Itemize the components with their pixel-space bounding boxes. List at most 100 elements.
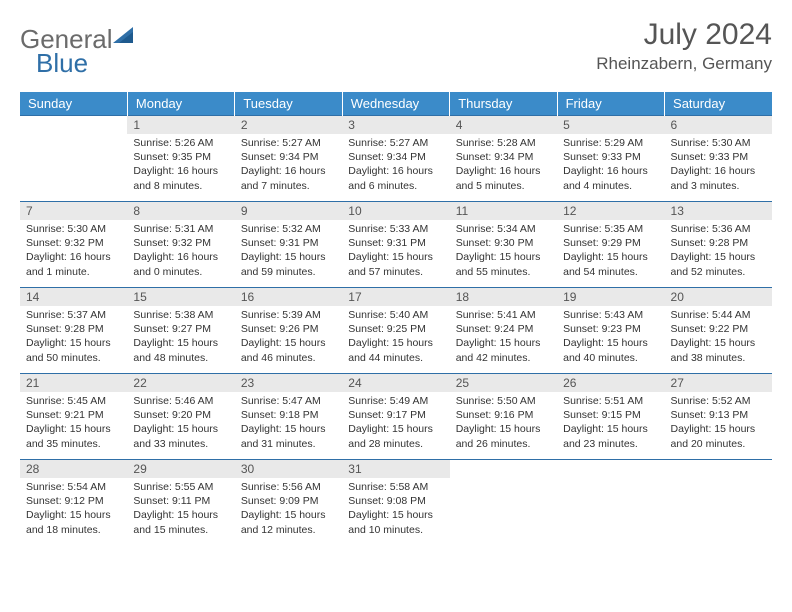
day-number: 5 xyxy=(557,116,664,134)
day-cell: 19Sunrise: 5:43 AMSunset: 9:23 PMDayligh… xyxy=(557,288,664,374)
day-number: 30 xyxy=(235,460,342,478)
day-cell: 26Sunrise: 5:51 AMSunset: 9:15 PMDayligh… xyxy=(557,374,664,460)
day-cell xyxy=(20,116,127,202)
dayname-monday: Monday xyxy=(127,92,234,116)
day-number: 20 xyxy=(665,288,772,306)
day-cell: 27Sunrise: 5:52 AMSunset: 9:13 PMDayligh… xyxy=(665,374,772,460)
day-cell: 11Sunrise: 5:34 AMSunset: 9:30 PMDayligh… xyxy=(450,202,557,288)
day-cell: 14Sunrise: 5:37 AMSunset: 9:28 PMDayligh… xyxy=(20,288,127,374)
day-details: Sunrise: 5:34 AMSunset: 9:30 PMDaylight:… xyxy=(450,220,557,283)
day-details: Sunrise: 5:51 AMSunset: 9:15 PMDaylight:… xyxy=(557,392,664,455)
day-cell xyxy=(665,460,772,546)
day-cell: 21Sunrise: 5:45 AMSunset: 9:21 PMDayligh… xyxy=(20,374,127,460)
week-row: 28Sunrise: 5:54 AMSunset: 9:12 PMDayligh… xyxy=(20,460,772,546)
day-details: Sunrise: 5:37 AMSunset: 9:28 PMDaylight:… xyxy=(20,306,127,369)
day-number: 24 xyxy=(342,374,449,392)
day-cell: 2Sunrise: 5:27 AMSunset: 9:34 PMDaylight… xyxy=(235,116,342,202)
day-cell: 4Sunrise: 5:28 AMSunset: 9:34 PMDaylight… xyxy=(450,116,557,202)
week-row: 14Sunrise: 5:37 AMSunset: 9:28 PMDayligh… xyxy=(20,288,772,374)
day-number: 9 xyxy=(235,202,342,220)
day-cell: 7Sunrise: 5:30 AMSunset: 9:32 PMDaylight… xyxy=(20,202,127,288)
calendar-body: 1Sunrise: 5:26 AMSunset: 9:35 PMDaylight… xyxy=(20,116,772,546)
day-cell: 18Sunrise: 5:41 AMSunset: 9:24 PMDayligh… xyxy=(450,288,557,374)
day-cell: 5Sunrise: 5:29 AMSunset: 9:33 PMDaylight… xyxy=(557,116,664,202)
day-cell: 1Sunrise: 5:26 AMSunset: 9:35 PMDaylight… xyxy=(127,116,234,202)
day-number: 7 xyxy=(20,202,127,220)
header: General July 2024 Rheinzabern, Germany xyxy=(20,18,772,74)
day-number: 16 xyxy=(235,288,342,306)
day-number: 3 xyxy=(342,116,449,134)
day-details: Sunrise: 5:33 AMSunset: 9:31 PMDaylight:… xyxy=(342,220,449,283)
day-number: 28 xyxy=(20,460,127,478)
location: Rheinzabern, Germany xyxy=(596,54,772,74)
title-block: July 2024 Rheinzabern, Germany xyxy=(596,18,772,74)
day-cell: 6Sunrise: 5:30 AMSunset: 9:33 PMDaylight… xyxy=(665,116,772,202)
day-details: Sunrise: 5:41 AMSunset: 9:24 PMDaylight:… xyxy=(450,306,557,369)
day-number: 17 xyxy=(342,288,449,306)
dayname-friday: Friday xyxy=(557,92,664,116)
day-details: Sunrise: 5:43 AMSunset: 9:23 PMDaylight:… xyxy=(557,306,664,369)
day-number: 23 xyxy=(235,374,342,392)
day-details: Sunrise: 5:38 AMSunset: 9:27 PMDaylight:… xyxy=(127,306,234,369)
day-cell: 15Sunrise: 5:38 AMSunset: 9:27 PMDayligh… xyxy=(127,288,234,374)
calendar-header-row: SundayMondayTuesdayWednesdayThursdayFrid… xyxy=(20,92,772,116)
day-number: 27 xyxy=(665,374,772,392)
day-number: 18 xyxy=(450,288,557,306)
dayname-sunday: Sunday xyxy=(20,92,127,116)
day-number: 8 xyxy=(127,202,234,220)
day-number: 10 xyxy=(342,202,449,220)
day-details: Sunrise: 5:55 AMSunset: 9:11 PMDaylight:… xyxy=(127,478,234,541)
day-cell: 23Sunrise: 5:47 AMSunset: 9:18 PMDayligh… xyxy=(235,374,342,460)
day-number: 31 xyxy=(342,460,449,478)
logo-text-blue: Blue xyxy=(36,48,88,78)
day-details: Sunrise: 5:32 AMSunset: 9:31 PMDaylight:… xyxy=(235,220,342,283)
day-number: 21 xyxy=(20,374,127,392)
day-details: Sunrise: 5:46 AMSunset: 9:20 PMDaylight:… xyxy=(127,392,234,455)
day-cell: 12Sunrise: 5:35 AMSunset: 9:29 PMDayligh… xyxy=(557,202,664,288)
day-details: Sunrise: 5:49 AMSunset: 9:17 PMDaylight:… xyxy=(342,392,449,455)
day-number: 2 xyxy=(235,116,342,134)
day-cell xyxy=(557,460,664,546)
day-details: Sunrise: 5:36 AMSunset: 9:28 PMDaylight:… xyxy=(665,220,772,283)
day-cell xyxy=(450,460,557,546)
day-number: 6 xyxy=(665,116,772,134)
logo-triangle-icon xyxy=(113,25,139,50)
day-details: Sunrise: 5:54 AMSunset: 9:12 PMDaylight:… xyxy=(20,478,127,541)
day-number: 26 xyxy=(557,374,664,392)
day-cell: 24Sunrise: 5:49 AMSunset: 9:17 PMDayligh… xyxy=(342,374,449,460)
day-details: Sunrise: 5:28 AMSunset: 9:34 PMDaylight:… xyxy=(450,134,557,197)
dayname-thursday: Thursday xyxy=(450,92,557,116)
day-details: Sunrise: 5:45 AMSunset: 9:21 PMDaylight:… xyxy=(20,392,127,455)
day-number: 4 xyxy=(450,116,557,134)
day-details: Sunrise: 5:40 AMSunset: 9:25 PMDaylight:… xyxy=(342,306,449,369)
day-details: Sunrise: 5:56 AMSunset: 9:09 PMDaylight:… xyxy=(235,478,342,541)
day-details: Sunrise: 5:44 AMSunset: 9:22 PMDaylight:… xyxy=(665,306,772,369)
day-details: Sunrise: 5:52 AMSunset: 9:13 PMDaylight:… xyxy=(665,392,772,455)
dayname-wednesday: Wednesday xyxy=(342,92,449,116)
day-cell: 28Sunrise: 5:54 AMSunset: 9:12 PMDayligh… xyxy=(20,460,127,546)
week-row: 1Sunrise: 5:26 AMSunset: 9:35 PMDaylight… xyxy=(20,116,772,202)
day-details: Sunrise: 5:58 AMSunset: 9:08 PMDaylight:… xyxy=(342,478,449,541)
day-number: 22 xyxy=(127,374,234,392)
day-cell: 16Sunrise: 5:39 AMSunset: 9:26 PMDayligh… xyxy=(235,288,342,374)
day-details: Sunrise: 5:47 AMSunset: 9:18 PMDaylight:… xyxy=(235,392,342,455)
day-cell: 29Sunrise: 5:55 AMSunset: 9:11 PMDayligh… xyxy=(127,460,234,546)
day-cell: 9Sunrise: 5:32 AMSunset: 9:31 PMDaylight… xyxy=(235,202,342,288)
day-details: Sunrise: 5:30 AMSunset: 9:33 PMDaylight:… xyxy=(665,134,772,197)
day-details: Sunrise: 5:29 AMSunset: 9:33 PMDaylight:… xyxy=(557,134,664,197)
day-details: Sunrise: 5:27 AMSunset: 9:34 PMDaylight:… xyxy=(235,134,342,197)
day-number: 19 xyxy=(557,288,664,306)
day-details: Sunrise: 5:39 AMSunset: 9:26 PMDaylight:… xyxy=(235,306,342,369)
day-number: 11 xyxy=(450,202,557,220)
day-number: 15 xyxy=(127,288,234,306)
day-number: 25 xyxy=(450,374,557,392)
month-title: July 2024 xyxy=(596,18,772,52)
day-cell: 17Sunrise: 5:40 AMSunset: 9:25 PMDayligh… xyxy=(342,288,449,374)
day-details: Sunrise: 5:35 AMSunset: 9:29 PMDaylight:… xyxy=(557,220,664,283)
day-cell: 3Sunrise: 5:27 AMSunset: 9:34 PMDaylight… xyxy=(342,116,449,202)
day-details: Sunrise: 5:26 AMSunset: 9:35 PMDaylight:… xyxy=(127,134,234,197)
day-number: 12 xyxy=(557,202,664,220)
day-details: Sunrise: 5:31 AMSunset: 9:32 PMDaylight:… xyxy=(127,220,234,283)
day-cell: 8Sunrise: 5:31 AMSunset: 9:32 PMDaylight… xyxy=(127,202,234,288)
day-number: 29 xyxy=(127,460,234,478)
